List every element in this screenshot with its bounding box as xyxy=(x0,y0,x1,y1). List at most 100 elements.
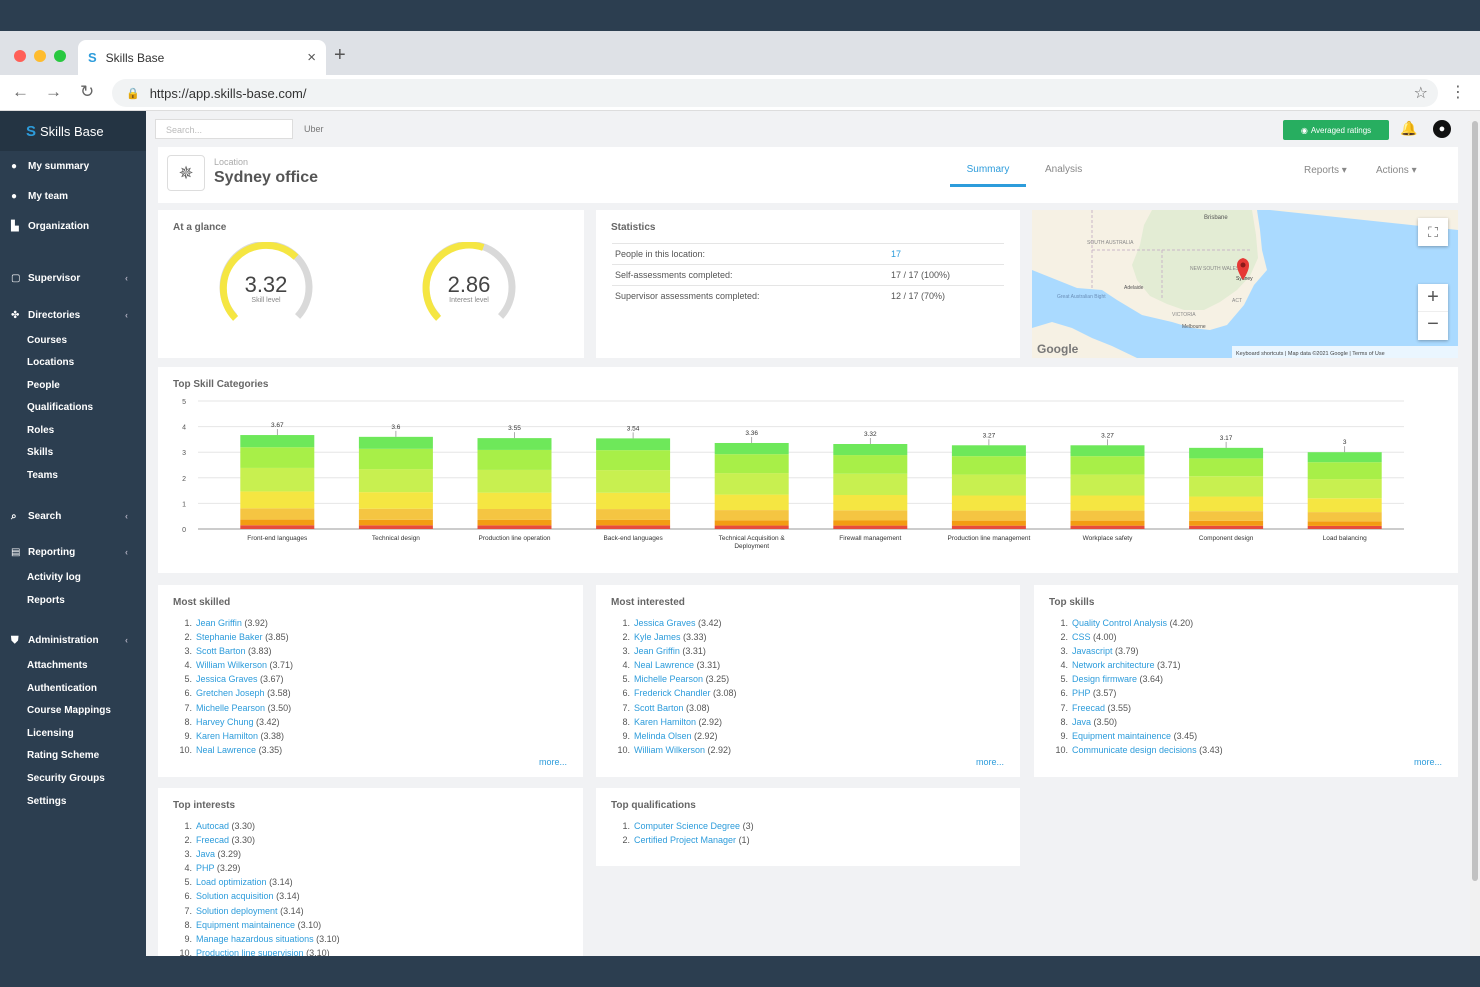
list-item-link[interactable]: Java xyxy=(196,849,216,860)
bar-segment[interactable] xyxy=(1189,458,1264,477)
bar-segment[interactable] xyxy=(358,469,433,493)
list-item-link[interactable]: Load optimization xyxy=(196,877,267,888)
bar-segment[interactable] xyxy=(714,454,789,474)
bar-segment[interactable] xyxy=(951,520,1026,526)
sidebar-item-reporting[interactable]: ▤ Reporting ‹ xyxy=(0,547,146,561)
zoom-in-button[interactable]: + xyxy=(1418,284,1448,312)
list-item-link[interactable]: Neal Lawrence xyxy=(634,660,695,671)
averaged-ratings-button[interactable]: ◉ Averaged ratings xyxy=(1283,120,1389,140)
sidebar-item-licensing[interactable]: Licensing xyxy=(0,728,146,742)
new-tab-button[interactable]: + xyxy=(334,44,346,66)
bar-segment[interactable] xyxy=(596,450,671,471)
bar-segment[interactable] xyxy=(1189,525,1264,529)
sidebar-item-teams[interactable]: Teams xyxy=(0,470,146,484)
bar-segment[interactable] xyxy=(714,494,789,511)
forward-icon[interactable]: → xyxy=(45,82,62,101)
bar-segment[interactable] xyxy=(240,435,315,448)
bar-segment[interactable] xyxy=(1189,511,1264,521)
bar-segment[interactable] xyxy=(1070,510,1145,521)
bar-segment[interactable] xyxy=(1307,498,1382,513)
bar-segment[interactable] xyxy=(240,519,315,526)
bar-segment[interactable] xyxy=(1307,452,1382,463)
sidebar-item-administration[interactable]: ⛊ Administration ‹ xyxy=(0,635,146,649)
address-bar[interactable]: 🔒 https://app.skills-base.com/ ☆ xyxy=(112,79,1438,107)
bar-segment[interactable] xyxy=(477,469,552,493)
notifications-bell-icon[interactable]: 🔔 xyxy=(1400,120,1418,136)
zoom-out-button[interactable]: − xyxy=(1418,312,1448,340)
tab-summary[interactable]: Summary xyxy=(950,164,1026,187)
bar-segment[interactable] xyxy=(1189,476,1264,497)
list-item-link[interactable]: Scott Barton xyxy=(196,646,246,657)
bar-segment[interactable] xyxy=(1307,479,1382,499)
bar-segment[interactable] xyxy=(951,456,1026,475)
bar-segment[interactable] xyxy=(477,525,552,529)
list-item-link[interactable]: Karen Hamilton xyxy=(634,716,697,727)
bar-segment[interactable] xyxy=(477,519,552,526)
list-item-link[interactable]: Computer Science Degree xyxy=(634,821,741,831)
list-item-link[interactable]: Production line supervision xyxy=(196,947,304,956)
bar-segment[interactable] xyxy=(596,525,671,529)
bar-segment[interactable] xyxy=(1189,447,1264,459)
sidebar-item-rating-scheme[interactable]: Rating Scheme xyxy=(0,750,146,764)
search-input[interactable]: Search... xyxy=(155,119,293,139)
list-item-link[interactable]: Communicate design decisions xyxy=(1072,744,1197,755)
bar-segment[interactable] xyxy=(951,474,1026,496)
actions-dropdown[interactable]: Actions ▾ xyxy=(1376,165,1417,176)
bar-segment[interactable] xyxy=(714,442,789,455)
sidebar-item-reports[interactable]: Reports xyxy=(0,595,146,609)
bookmark-star-icon[interactable]: ☆ xyxy=(1413,85,1428,102)
sidebar-item-locations[interactable]: Locations xyxy=(0,357,146,371)
bar-segment[interactable] xyxy=(240,525,315,529)
list-item-link[interactable]: Jessica Graves xyxy=(634,618,696,628)
bar-segment[interactable] xyxy=(240,467,315,492)
list-item-link[interactable]: Freecad xyxy=(196,835,230,846)
sidebar-item-courses[interactable]: Courses xyxy=(0,335,146,349)
list-item-link[interactable]: Karen Hamilton xyxy=(196,730,259,741)
sidebar-item-security-groups[interactable]: Security Groups xyxy=(0,773,146,787)
bar-segment[interactable] xyxy=(1070,520,1145,526)
list-item-link[interactable]: Quality Control Analysis xyxy=(1072,618,1168,628)
bar-segment[interactable] xyxy=(477,509,552,520)
list-item-link[interactable]: Jessica Graves xyxy=(196,674,258,685)
bar-segment[interactable] xyxy=(833,455,908,474)
list-item-link[interactable]: Network architecture xyxy=(1072,660,1155,671)
sidebar-item-organization[interactable]: ▙ Organization xyxy=(0,221,146,235)
bar-segment[interactable] xyxy=(951,495,1026,511)
minimize-window-button[interactable] xyxy=(34,50,46,62)
sidebar-item-activity-log[interactable]: Activity log xyxy=(0,572,146,586)
bar-segment[interactable] xyxy=(1307,462,1382,480)
sidebar-item-settings[interactable]: Settings xyxy=(0,796,146,810)
list-item-link[interactable]: Solution deployment xyxy=(196,905,278,916)
list-item-link[interactable]: William Wilkerson xyxy=(196,660,268,671)
sidebar-item-course-mappings[interactable]: Course Mappings xyxy=(0,705,146,719)
bar-segment[interactable] xyxy=(951,510,1026,521)
list-item-link[interactable]: Gretchen Joseph xyxy=(196,688,265,699)
list-item-link[interactable]: Jean Griffin xyxy=(196,618,242,628)
list-item-link[interactable]: Equipment maintainence xyxy=(196,919,296,930)
sidebar-item-my-summary[interactable]: ● My summary xyxy=(0,161,146,175)
list-item-link[interactable]: Certified Project Manager xyxy=(634,835,737,846)
list-item-link[interactable]: Michelle Pearson xyxy=(196,702,266,713)
people-count-link[interactable]: 17 xyxy=(891,249,902,259)
bar-segment[interactable] xyxy=(833,444,908,456)
bar-segment[interactable] xyxy=(477,438,552,450)
top-skills-more-link[interactable]: more... xyxy=(1413,757,1442,767)
bar-segment[interactable] xyxy=(1189,520,1264,526)
bar-segment[interactable] xyxy=(1307,512,1382,522)
bar-segment[interactable] xyxy=(1070,456,1145,475)
bar-segment[interactable] xyxy=(1070,495,1145,511)
browser-tab[interactable]: S Skills Base × xyxy=(78,40,326,75)
reload-icon[interactable]: ↻ xyxy=(80,82,95,101)
list-item-link[interactable]: Autocad xyxy=(196,821,230,831)
page-scrollbar[interactable] xyxy=(1470,111,1480,956)
list-item-link[interactable]: Neal Lawrence xyxy=(196,744,257,755)
bar-segment[interactable] xyxy=(1070,525,1145,529)
list-item-link[interactable]: Scott Barton xyxy=(634,702,684,713)
bar-segment[interactable] xyxy=(833,473,908,496)
list-item-link[interactable]: Java xyxy=(1072,716,1092,727)
list-item-link[interactable]: Stephanie Baker xyxy=(196,632,263,643)
bar-segment[interactable] xyxy=(714,520,789,526)
list-item-link[interactable]: Javascript xyxy=(1072,646,1113,657)
bar-segment[interactable] xyxy=(833,520,908,526)
bar-segment[interactable] xyxy=(477,492,552,510)
